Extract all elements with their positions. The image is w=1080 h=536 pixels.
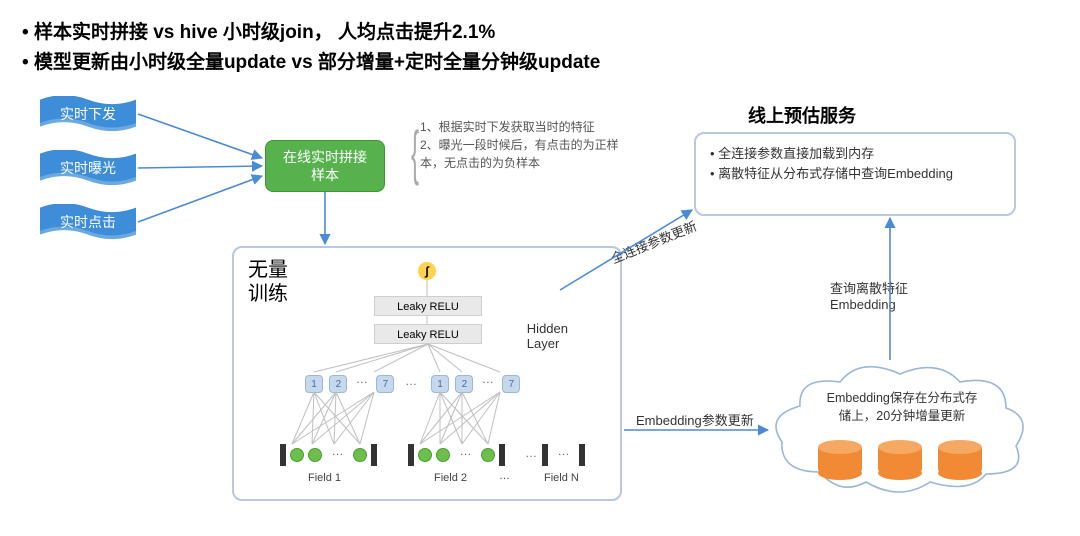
flag-label: 实时点击 [60, 212, 116, 232]
cylinder-icon [818, 440, 862, 480]
flag-realtime-dispatch: 实时下发 [40, 96, 136, 132]
bullet-1: 样本实时拼接 vs hive 小时级join， 人均点击提升2.1% [22, 18, 1080, 48]
cylinder-icon [878, 440, 922, 480]
flag-realtime-exposure: 实时曝光 [40, 150, 136, 186]
annotation-line: 1、根据实时下发获取当时的特征 [420, 118, 630, 136]
service-box: 全连接参数直接加载到内存 离散特征从分布式存储中查询Embedding [694, 132, 1016, 216]
network-lines [234, 248, 620, 499]
cylinder-icon [938, 440, 982, 480]
brace-icon: { [411, 118, 419, 187]
sample-annotation: 1、根据实时下发获取当时的特征 2、曝光一段时候后，有点击的为正样本，无点击的为… [420, 118, 630, 172]
flag-label: 实时曝光 [60, 158, 116, 178]
flag-realtime-click: 实时点击 [40, 204, 136, 240]
arrow-label-fc-update: 全连接参数更新 [608, 216, 700, 268]
cloud-text: Embedding保存在分布式存储上，20分钟增量更新 [800, 390, 1004, 425]
arrow-label-query-embed: 查询离散特征Embedding [830, 278, 908, 312]
bullet-2: 模型更新由小时级全量update vs 部分增量+定时全量分钟级update [22, 48, 1080, 78]
splice-label: 在线实时拼接 样本 [283, 148, 367, 184]
service-item: 离散特征从分布式存储中查询Embedding [710, 164, 1000, 184]
service-item: 全连接参数直接加载到内存 [710, 144, 1000, 164]
splice-box: 在线实时拼接 样本 [265, 140, 385, 192]
headline-bullets: 样本实时拼接 vs hive 小时级join， 人均点击提升2.1% 模型更新由… [0, 0, 1080, 79]
storage-cloud: Embedding保存在分布式存储上，20分钟增量更新 [770, 362, 1030, 498]
annotation-line: 2、曝光一段时候后，有点击的为正样本，无点击的为负样本 [420, 136, 630, 172]
training-box: 无量 训练 ∫ Leaky RELU Leaky RELU Hidden Lay… [232, 246, 622, 501]
arrow-label-embed-update: Embedding参数更新 [636, 410, 754, 429]
service-title: 线上预估服务 [748, 102, 856, 128]
flag-label: 实时下发 [60, 104, 116, 124]
